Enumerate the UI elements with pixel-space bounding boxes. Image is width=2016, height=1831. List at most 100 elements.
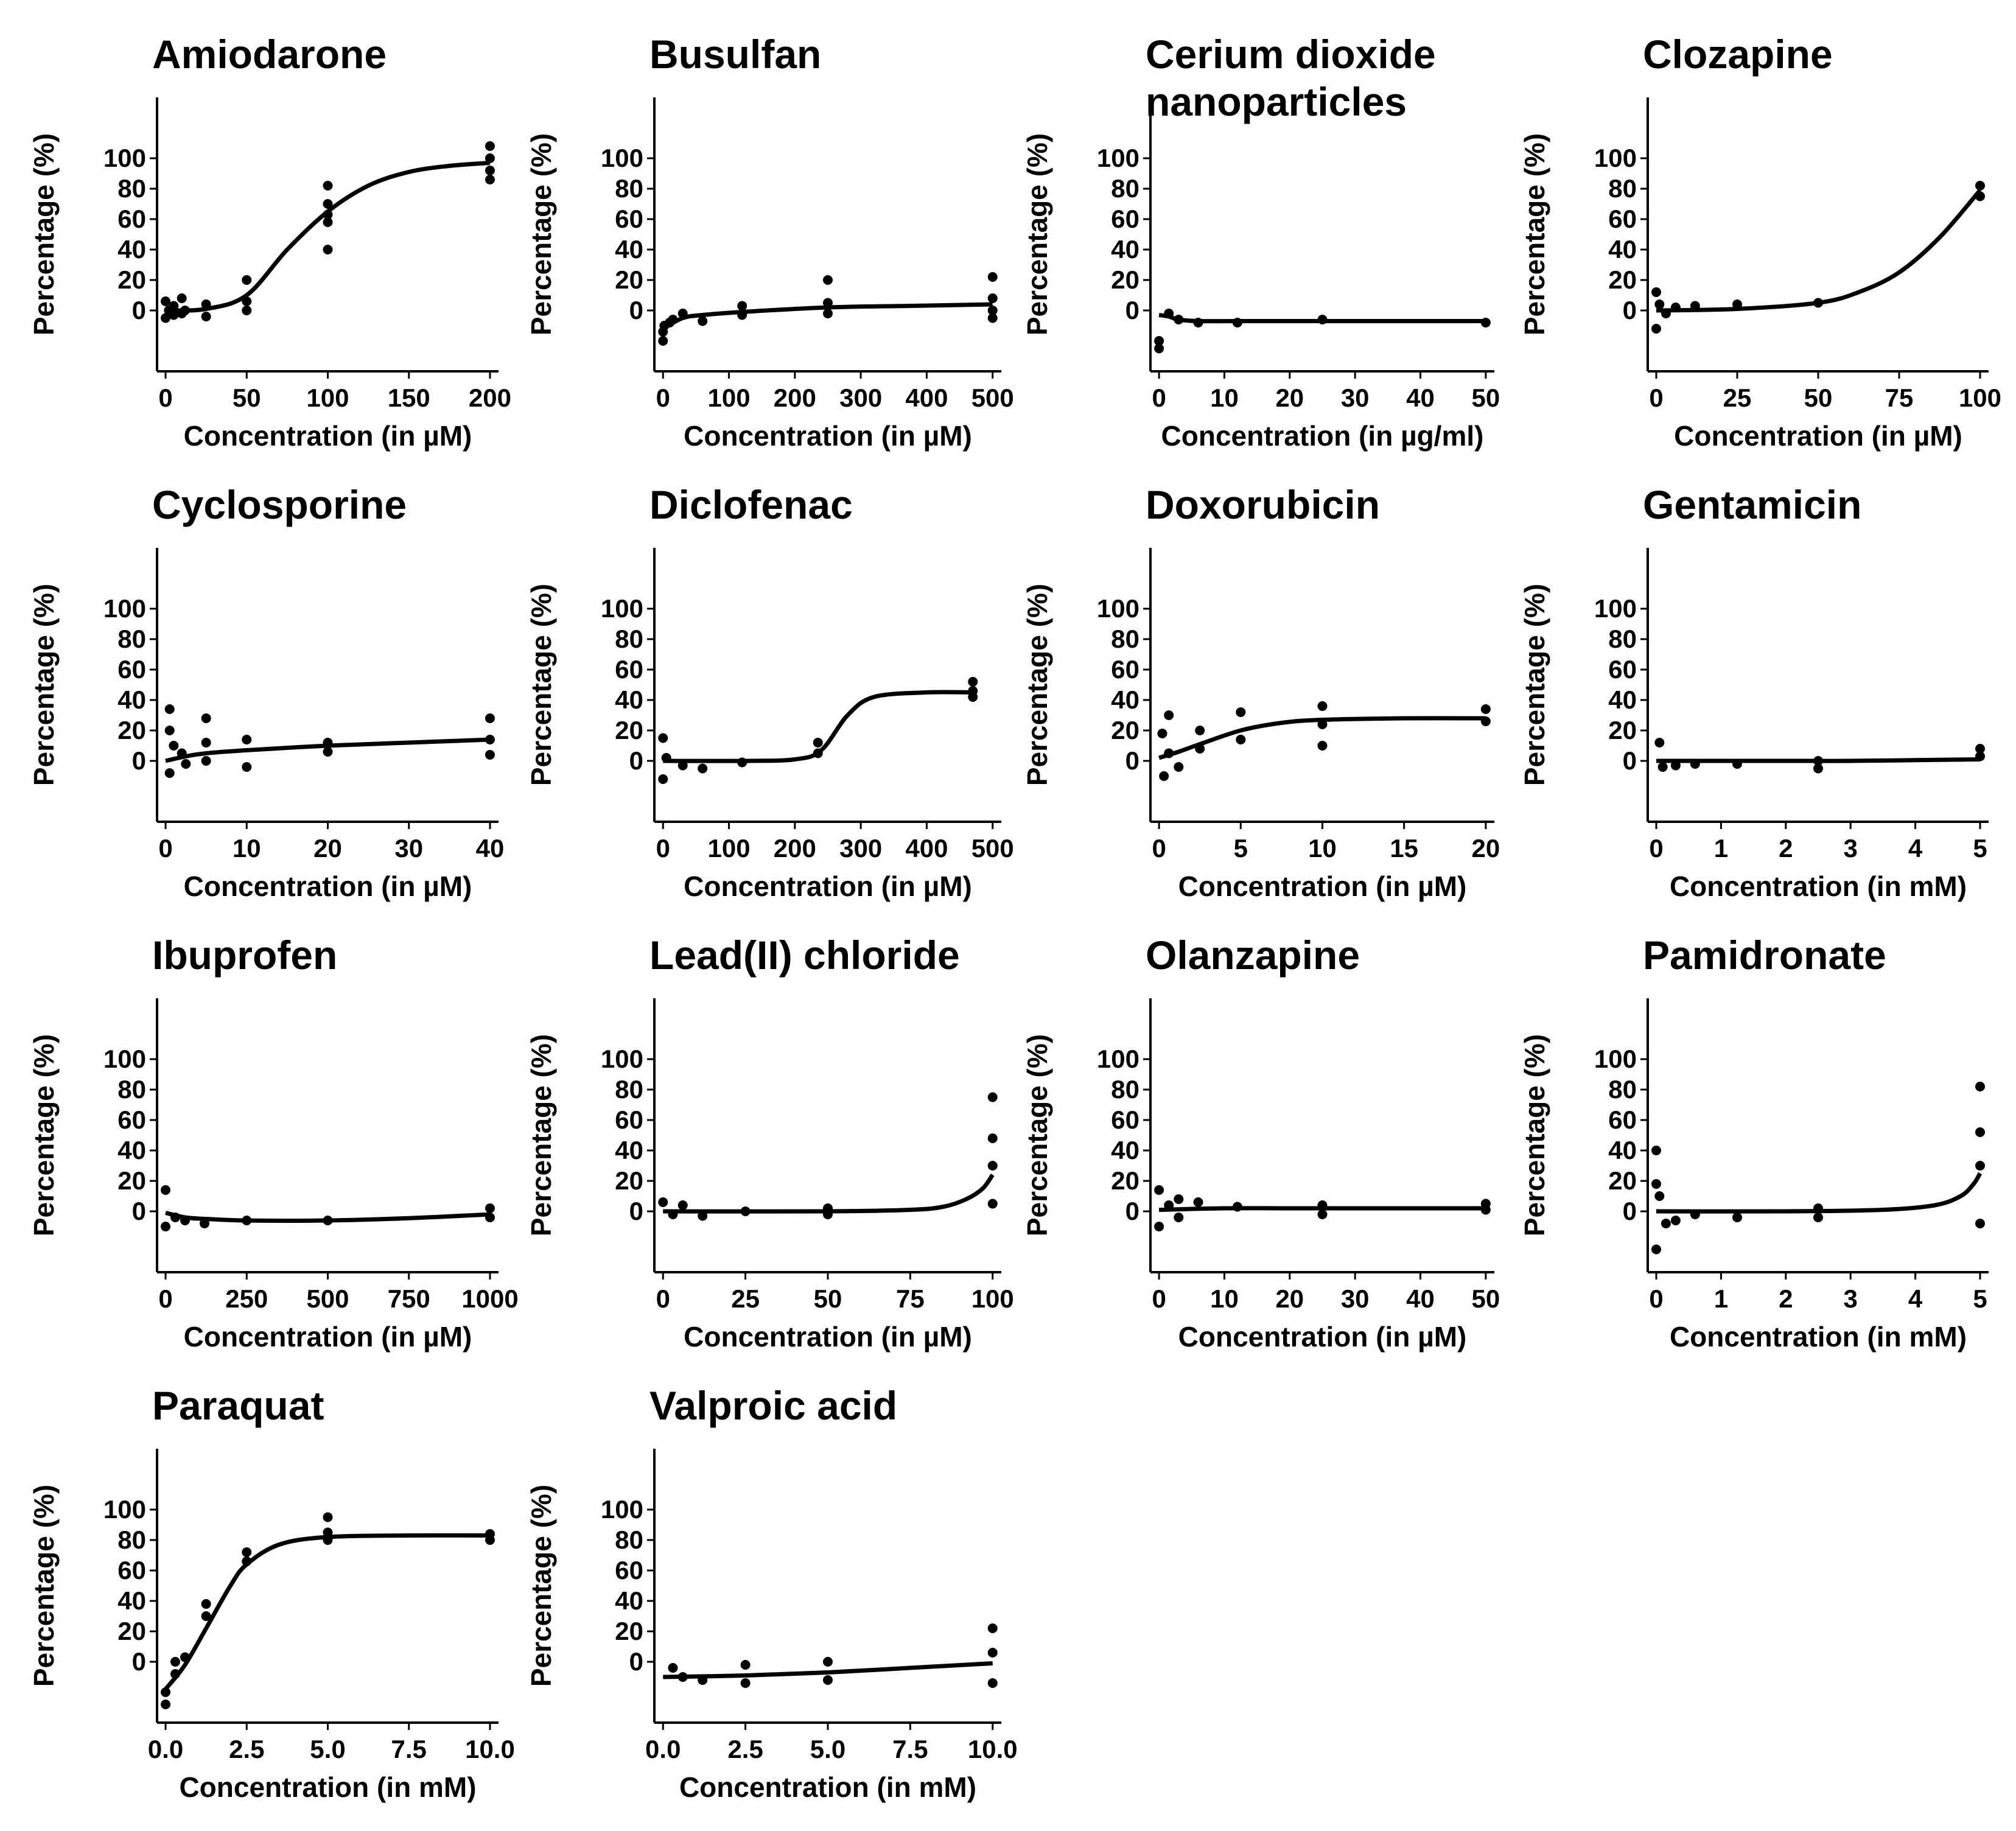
y-tick-label: 80 (615, 1525, 643, 1554)
x-tick-label: 40 (1406, 1284, 1435, 1313)
x-tick-label: 200 (774, 834, 816, 863)
data-point (1193, 318, 1203, 327)
data-point (323, 738, 333, 747)
y-tick-label: 40 (1608, 235, 1637, 264)
data-point (177, 293, 187, 303)
data-point (698, 763, 708, 774)
x-tick-label: 5 (1234, 834, 1248, 863)
data-point (485, 1213, 495, 1222)
y-tick-label: 100 (1097, 144, 1139, 172)
x-tick-label: 50 (1472, 1284, 1500, 1313)
data-point (1164, 710, 1174, 720)
data-point (170, 1213, 181, 1222)
data-point (242, 1556, 252, 1566)
data-point (1174, 315, 1184, 324)
panel-title: Busulfan (649, 32, 821, 77)
fit-curve (663, 1661, 993, 1679)
y-tick-label: 20 (117, 265, 146, 294)
data-point (740, 1660, 751, 1670)
y-tick-label: 0 (629, 746, 643, 775)
y-tick-label: 60 (117, 1105, 146, 1134)
panel-title: Olanzapine (1146, 933, 1360, 978)
data-point (987, 1133, 998, 1143)
data-point (1232, 318, 1242, 327)
data-point (1690, 301, 1700, 311)
data-point (1651, 287, 1661, 297)
data-point (181, 759, 191, 769)
y-tick-label: 40 (117, 235, 146, 264)
x-tick-label: 5.0 (310, 1735, 345, 1763)
panel-title: Clozapine (1643, 32, 1833, 77)
data-point (164, 704, 175, 714)
fit-curve (663, 1173, 995, 1214)
data-point (823, 298, 833, 308)
data-point (968, 686, 978, 696)
x-tick-label: 50 (1472, 383, 1500, 412)
data-point (968, 677, 978, 687)
x-tick-label: 150 (388, 383, 430, 412)
x-axis-label: Concentration (in mM) (179, 1771, 476, 1803)
x-tick-label: 0.0 (645, 1735, 681, 1763)
data-point (661, 753, 671, 763)
data-point (813, 748, 823, 758)
data-point (677, 309, 688, 318)
data-point (1670, 760, 1681, 771)
data-point (698, 1675, 708, 1685)
panel-title: nanoparticles (1146, 79, 1407, 124)
data-point (823, 1657, 833, 1667)
data-point (1232, 1202, 1242, 1212)
x-axis-label: Concentration (in µg/ml) (1161, 420, 1484, 452)
x-tick-label: 0 (1152, 383, 1166, 412)
x-tick-label: 100 (971, 1284, 1014, 1313)
x-axis-label: Concentration (in mM) (679, 1771, 976, 1803)
data-point (1480, 318, 1491, 327)
x-tick-label: 0 (1152, 1284, 1166, 1313)
x-axis-label: Concentration (in mM) (1670, 1321, 1967, 1353)
y-tick-label: 20 (117, 1166, 146, 1195)
data-point (1174, 762, 1184, 772)
panel-title: Doxorubicin (1146, 482, 1380, 527)
x-tick-label: 0 (1152, 834, 1166, 863)
x-tick-label: 2.5 (727, 1735, 763, 1763)
data-point (987, 1648, 998, 1658)
panel-title: Gentamicin (1643, 482, 1861, 527)
data-point (698, 1211, 708, 1221)
y-tick-label: 40 (615, 685, 643, 714)
x-tick-label: 15 (1390, 834, 1418, 863)
x-tick-label: 200 (469, 383, 511, 412)
data-point (1480, 716, 1491, 726)
y-tick-label: 60 (1608, 1105, 1637, 1134)
data-point (242, 306, 252, 315)
data-point (169, 301, 179, 311)
data-point (1236, 735, 1246, 744)
x-tick-label: 5 (1973, 1284, 1987, 1313)
x-tick-label: 10 (1308, 834, 1337, 863)
y-tick-label: 80 (117, 625, 146, 653)
x-tick-label: 20 (313, 834, 342, 863)
data-point (1480, 704, 1491, 714)
data-point (1975, 1082, 1985, 1091)
y-tick-label: 20 (117, 716, 146, 744)
data-point (1480, 1199, 1491, 1209)
data-point (1654, 299, 1665, 309)
data-point (1813, 1213, 1823, 1222)
x-tick-label: 100 (708, 834, 751, 863)
data-point (668, 315, 678, 324)
fit-curve (164, 1533, 490, 1691)
data-point (1670, 303, 1681, 312)
panel-title: Cerium dioxide (1146, 32, 1436, 77)
y-tick-label: 20 (1608, 265, 1637, 294)
data-point (1732, 759, 1742, 769)
y-axis-label: Percentage (%) (1021, 1034, 1053, 1236)
x-tick-label: 50 (233, 383, 261, 412)
x-tick-label: 0 (656, 1284, 670, 1313)
data-point (323, 217, 333, 227)
data-point (1690, 759, 1700, 769)
data-point (242, 1547, 252, 1557)
x-tick-label: 300 (839, 834, 882, 863)
